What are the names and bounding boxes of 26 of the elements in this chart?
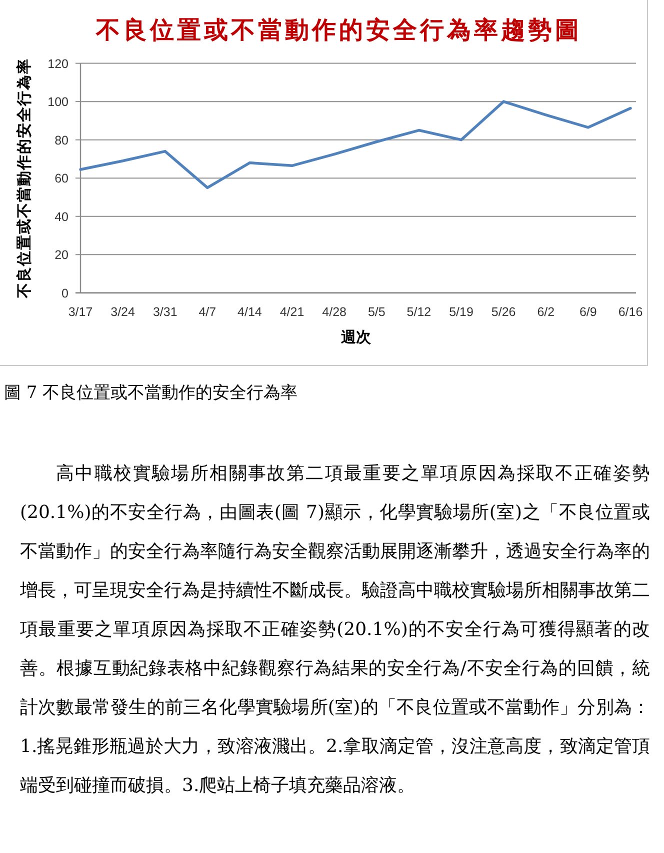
text: 高中職校實驗場所相關事故第二項最重要之單項原因為採取不正確姿勢(20.1%)的不安全行為，由圖表(圖 7)顯示，化學實驗場所(室)之「不良位置或不當動作」的安全行為率隨行為安全觀察活動展開逐漸攀升，透過安全行為率的增長，可呈現安全行為是持續性不斷成長。驗證高中職校實驗場所相關事故第二項最重要之單項原因為採取不正確姿勢(20.1%)的不安全行為可獲得顯著的改善。根據互動紀錄表格中紀錄觀察行為結果的安全行為/不安全行為的回饋，統計次數最常發生的前三名化學實驗場所(室)的「不良位置或不當動作」分別為：1.搖晃錐形瓶過於大力，致溶液濺出。2.拿取滴定管，沒注意高度，致滴定管頂端受到碰撞而破損。3.爬站上椅子填充藥品溶液。: [20, 463, 650, 796]
x-tick-label: 5/5: [368, 304, 386, 319]
x-tick-label: 3/31: [152, 304, 178, 319]
x-tick-label: 4/7: [198, 304, 216, 319]
caption: 圖 7 不良位置或不當動作的安全行為率: [4, 382, 298, 405]
chart-title: 不良位置或不當動作的安全行為率趨勢圖: [95, 15, 582, 44]
y-tick-label: 120: [48, 56, 69, 71]
x-tick-label: 5/26: [491, 304, 516, 319]
x-axis-title: 週次: [340, 328, 372, 346]
x-tick-label: 5/12: [406, 304, 432, 319]
x-tick-label: 4/28: [322, 304, 347, 319]
y-tick-label: 60: [54, 172, 69, 186]
x-tick-label: 4/14: [238, 304, 262, 319]
y-tick-label: 0: [62, 286, 69, 300]
x-tick-label: 5/19: [449, 304, 474, 319]
y-tick-label: 40: [54, 210, 69, 224]
x-tick-label: 6/9: [579, 304, 597, 319]
y-tick-label: 100: [48, 95, 69, 110]
x-tick-label: 6/16: [618, 304, 643, 319]
x-tick-label: 3/17: [68, 304, 93, 319]
x-tick-label: 3/24: [110, 304, 136, 319]
y-tick-label: 80: [54, 133, 69, 148]
x-tick-label: 6/2: [537, 304, 555, 319]
x-tick-label: 4/21: [280, 304, 304, 319]
y-axis-title: 不良位置或不當動作的安全行為率: [15, 58, 33, 299]
y-tick-label: 20: [54, 248, 69, 262]
